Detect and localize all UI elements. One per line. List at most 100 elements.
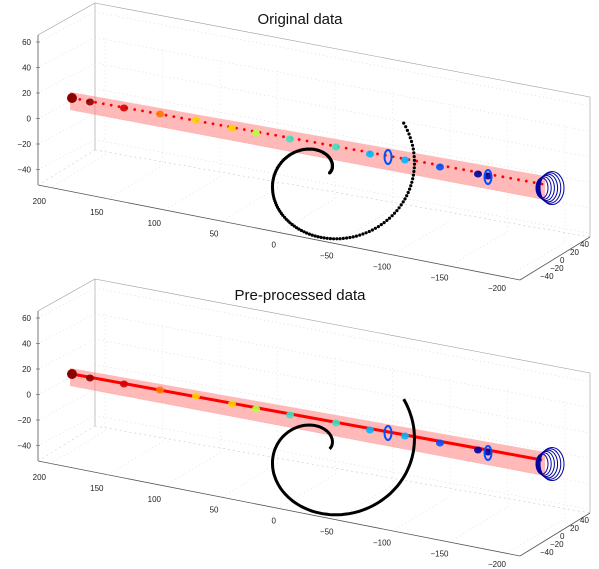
x-tick-label: −150	[430, 273, 449, 282]
spiral-point	[305, 231, 309, 235]
ring-marker	[474, 170, 482, 178]
floor-back-edge	[94, 425, 591, 514]
centerline-point	[266, 132, 270, 136]
ring-marker	[86, 98, 94, 106]
spiral-point	[395, 209, 399, 213]
z-tick-label: 0	[27, 115, 32, 124]
spiral-point	[307, 232, 311, 236]
ring-marker	[120, 104, 128, 112]
spiral-point	[387, 216, 392, 220]
spiral-point	[313, 234, 317, 238]
x-tick-label: −200	[488, 560, 507, 569]
ring-marker	[436, 163, 444, 171]
spiral-point	[404, 125, 408, 129]
spiral-point	[379, 223, 383, 227]
centerline-point	[321, 142, 325, 146]
z-tick-label: 0	[27, 391, 32, 400]
centerline-point	[297, 138, 301, 141]
spiral-point	[302, 230, 306, 234]
spiral-point	[412, 155, 416, 159]
grid-line	[37, 88, 96, 119]
y-tick-label: 0	[560, 532, 565, 541]
spiral-point	[412, 166, 416, 170]
y-tick-label: 40	[580, 240, 589, 249]
ring-outline	[383, 149, 393, 165]
spiral-point	[376, 225, 380, 229]
spiral-point	[361, 232, 365, 236]
spiral-point	[392, 211, 397, 215]
y-tick-label: −40	[540, 548, 554, 557]
centerline-point	[109, 103, 113, 107]
grid-line	[49, 430, 106, 465]
spiral-point	[407, 132, 411, 136]
z-tick-label: −20	[17, 416, 31, 425]
end-cap-ring	[537, 449, 559, 479]
spiral-point	[299, 228, 303, 233]
centerline-point	[164, 113, 168, 117]
x-tick-label: −100	[373, 538, 392, 547]
spiral-point	[412, 151, 416, 155]
ring-marker	[156, 110, 164, 118]
ring-marker	[192, 116, 200, 124]
spiral-point	[310, 233, 314, 237]
spiral-point	[403, 197, 407, 201]
ring-marker	[401, 432, 409, 440]
x-tick-label: 0	[272, 517, 277, 526]
x-tick-label: 50	[210, 230, 219, 239]
spiral-point	[341, 236, 345, 240]
spiral-point	[390, 214, 394, 218]
ring-outline	[483, 169, 493, 185]
x-axis-line	[37, 460, 521, 557]
centerline-point	[540, 182, 544, 186]
spiral-point	[364, 231, 368, 235]
z-tick-label: 40	[22, 64, 31, 73]
chart-title: Pre-processed data	[235, 287, 367, 304]
centerline-point	[117, 105, 121, 108]
grid-line	[509, 241, 566, 276]
ring-marker	[332, 143, 340, 151]
spiral-point	[408, 187, 412, 191]
spiral-point	[412, 169, 416, 174]
end-cap-ring	[539, 171, 565, 205]
floor-side-edge	[37, 149, 96, 186]
grid-line	[37, 37, 96, 68]
grid-line	[37, 11, 96, 43]
spiral-point	[358, 233, 362, 237]
spiral-point	[412, 162, 417, 166]
box-edge	[94, 2, 591, 98]
box-edge	[37, 278, 96, 312]
grid-line	[164, 452, 221, 487]
grid-line	[222, 463, 278, 497]
spiral-point	[409, 184, 413, 188]
y-tick-label: 40	[580, 516, 589, 525]
grid-line	[37, 415, 96, 446]
grid-line	[37, 287, 96, 319]
spiral-point	[292, 224, 296, 228]
tube-band	[70, 92, 545, 200]
ring-marker	[401, 156, 409, 164]
spiral-point	[405, 194, 409, 198]
ring-marker	[120, 380, 128, 388]
x-tick-label: 150	[90, 484, 104, 493]
grid-line	[37, 313, 96, 344]
ring-marker	[192, 392, 200, 400]
end-cap-ring	[538, 172, 562, 204]
grid-line	[37, 62, 96, 94]
grid-line	[37, 139, 96, 170]
centerline-point	[274, 133, 278, 137]
centerline-point	[352, 148, 356, 152]
grid-line	[337, 485, 393, 519]
centerline-point	[524, 179, 528, 183]
spiral-point	[295, 226, 299, 230]
ring-marker	[484, 172, 492, 180]
spiral-point	[332, 237, 336, 241]
spiral-point	[297, 227, 301, 231]
centerline-point	[172, 115, 176, 119]
centerline-point	[211, 122, 215, 126]
centerline	[71, 372, 543, 462]
centerline-point	[203, 120, 207, 124]
start-cap	[67, 93, 77, 103]
ring-outline	[383, 425, 393, 441]
box-edge	[94, 278, 591, 374]
